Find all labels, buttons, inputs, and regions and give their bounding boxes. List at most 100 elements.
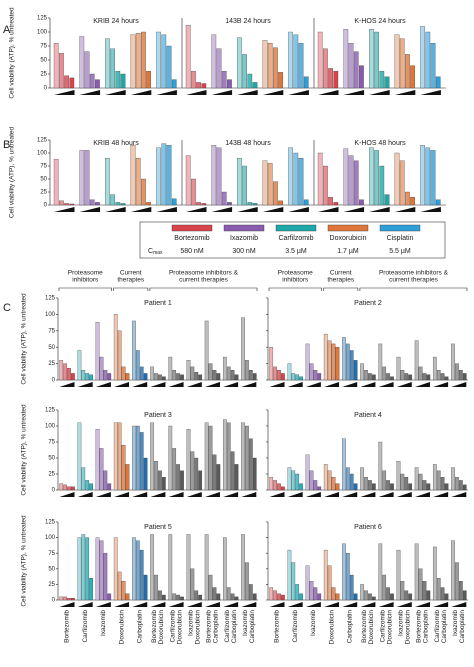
bar bbox=[400, 473, 405, 491]
bar bbox=[247, 202, 253, 206]
chart-title: KRIB 48 hours bbox=[93, 140, 139, 147]
bar bbox=[353, 360, 358, 381]
bar bbox=[374, 31, 379, 89]
legend-box bbox=[139, 221, 446, 259]
bar bbox=[436, 470, 441, 491]
bar bbox=[176, 373, 180, 381]
bar bbox=[371, 483, 376, 491]
bar bbox=[79, 36, 85, 89]
concentration-wedge bbox=[414, 492, 430, 497]
bar bbox=[234, 464, 239, 491]
legend-swatch bbox=[327, 224, 369, 232]
bar bbox=[221, 191, 227, 206]
bar bbox=[185, 25, 191, 89]
bar bbox=[303, 199, 309, 206]
bar bbox=[331, 343, 336, 381]
y-tick-label: 75 bbox=[48, 440, 55, 446]
bar bbox=[143, 457, 148, 491]
concentration-wedge bbox=[269, 602, 285, 607]
concentration-wedge bbox=[360, 492, 376, 497]
bar bbox=[295, 374, 300, 381]
y-tick-label: 25 bbox=[40, 72, 47, 78]
x-tick-label: Doxorubicin bbox=[118, 610, 125, 645]
y-axis-title: Cell viability (ATP), % untreated bbox=[9, 126, 16, 218]
bar bbox=[230, 593, 235, 601]
bar bbox=[298, 43, 304, 89]
bar bbox=[161, 594, 166, 601]
x-tick-label: Carboplatin bbox=[441, 610, 448, 644]
bar bbox=[348, 43, 354, 89]
concentration-wedge bbox=[414, 382, 430, 387]
bar bbox=[130, 145, 136, 206]
group-header: therapies bbox=[327, 277, 354, 284]
bar bbox=[191, 178, 196, 206]
concentration-wedge bbox=[237, 207, 258, 212]
bar bbox=[396, 356, 401, 381]
x-tick-label: Ixazomib bbox=[100, 610, 107, 636]
bar bbox=[208, 574, 213, 601]
concentration-wedge bbox=[59, 492, 75, 497]
bar bbox=[190, 366, 195, 381]
header-bracket bbox=[58, 287, 112, 291]
bar bbox=[216, 147, 222, 206]
bar bbox=[432, 464, 437, 491]
group-header: Proteasome inhibitors & bbox=[379, 270, 449, 277]
bar bbox=[77, 350, 82, 381]
bar bbox=[273, 366, 277, 381]
bar bbox=[313, 480, 318, 491]
panel-letter: C bbox=[3, 302, 11, 314]
bar bbox=[359, 199, 364, 206]
concentration-wedge bbox=[223, 492, 239, 497]
bar bbox=[204, 320, 209, 381]
x-tick-label: Carboplatin bbox=[346, 610, 353, 644]
panel-letter: B bbox=[3, 139, 10, 151]
bar bbox=[252, 457, 257, 491]
x-tick-label: Bortezomib bbox=[64, 610, 71, 643]
bar bbox=[77, 537, 82, 601]
bar bbox=[81, 467, 86, 491]
bar bbox=[198, 594, 203, 601]
bar bbox=[71, 373, 75, 381]
bar bbox=[99, 356, 104, 381]
group-header: Proteasome bbox=[278, 270, 313, 277]
bar bbox=[248, 584, 253, 601]
concentration-wedge bbox=[305, 492, 321, 497]
bar bbox=[135, 32, 141, 89]
concentration-wedge bbox=[394, 207, 416, 212]
y-tick-label: 125 bbox=[37, 16, 48, 22]
bar bbox=[444, 593, 449, 601]
concentration-wedge bbox=[287, 382, 303, 387]
bar bbox=[120, 73, 126, 89]
x-tick-label: Ixazomib bbox=[242, 610, 249, 636]
legend-label: Cisplatin bbox=[387, 235, 414, 242]
group-header: Proteasome bbox=[68, 270, 103, 277]
concentration-wedge bbox=[211, 90, 233, 95]
concentration-wedge bbox=[262, 90, 284, 95]
bar bbox=[161, 376, 166, 381]
bar bbox=[59, 596, 64, 601]
bar bbox=[455, 363, 459, 381]
concentration-wedge bbox=[54, 90, 75, 95]
bar bbox=[85, 537, 90, 601]
bar bbox=[212, 454, 217, 491]
bar bbox=[287, 549, 292, 601]
bar bbox=[171, 198, 177, 206]
bar bbox=[113, 537, 118, 601]
concentration-wedge bbox=[420, 207, 441, 212]
bar bbox=[317, 593, 322, 601]
bar bbox=[85, 480, 90, 491]
bar bbox=[323, 48, 328, 89]
bar bbox=[208, 363, 213, 381]
bar bbox=[132, 320, 136, 381]
concentration-wedge bbox=[237, 90, 258, 95]
concentration-wedge bbox=[77, 492, 93, 497]
bar bbox=[81, 534, 86, 601]
concentration-wedge bbox=[105, 207, 126, 212]
bar bbox=[382, 574, 387, 601]
bar bbox=[59, 360, 64, 381]
x-tick-label: Carboplatin bbox=[136, 610, 143, 644]
x-tick-label: Carfilzomib bbox=[224, 610, 231, 643]
bar bbox=[299, 376, 303, 381]
bar bbox=[230, 370, 235, 381]
